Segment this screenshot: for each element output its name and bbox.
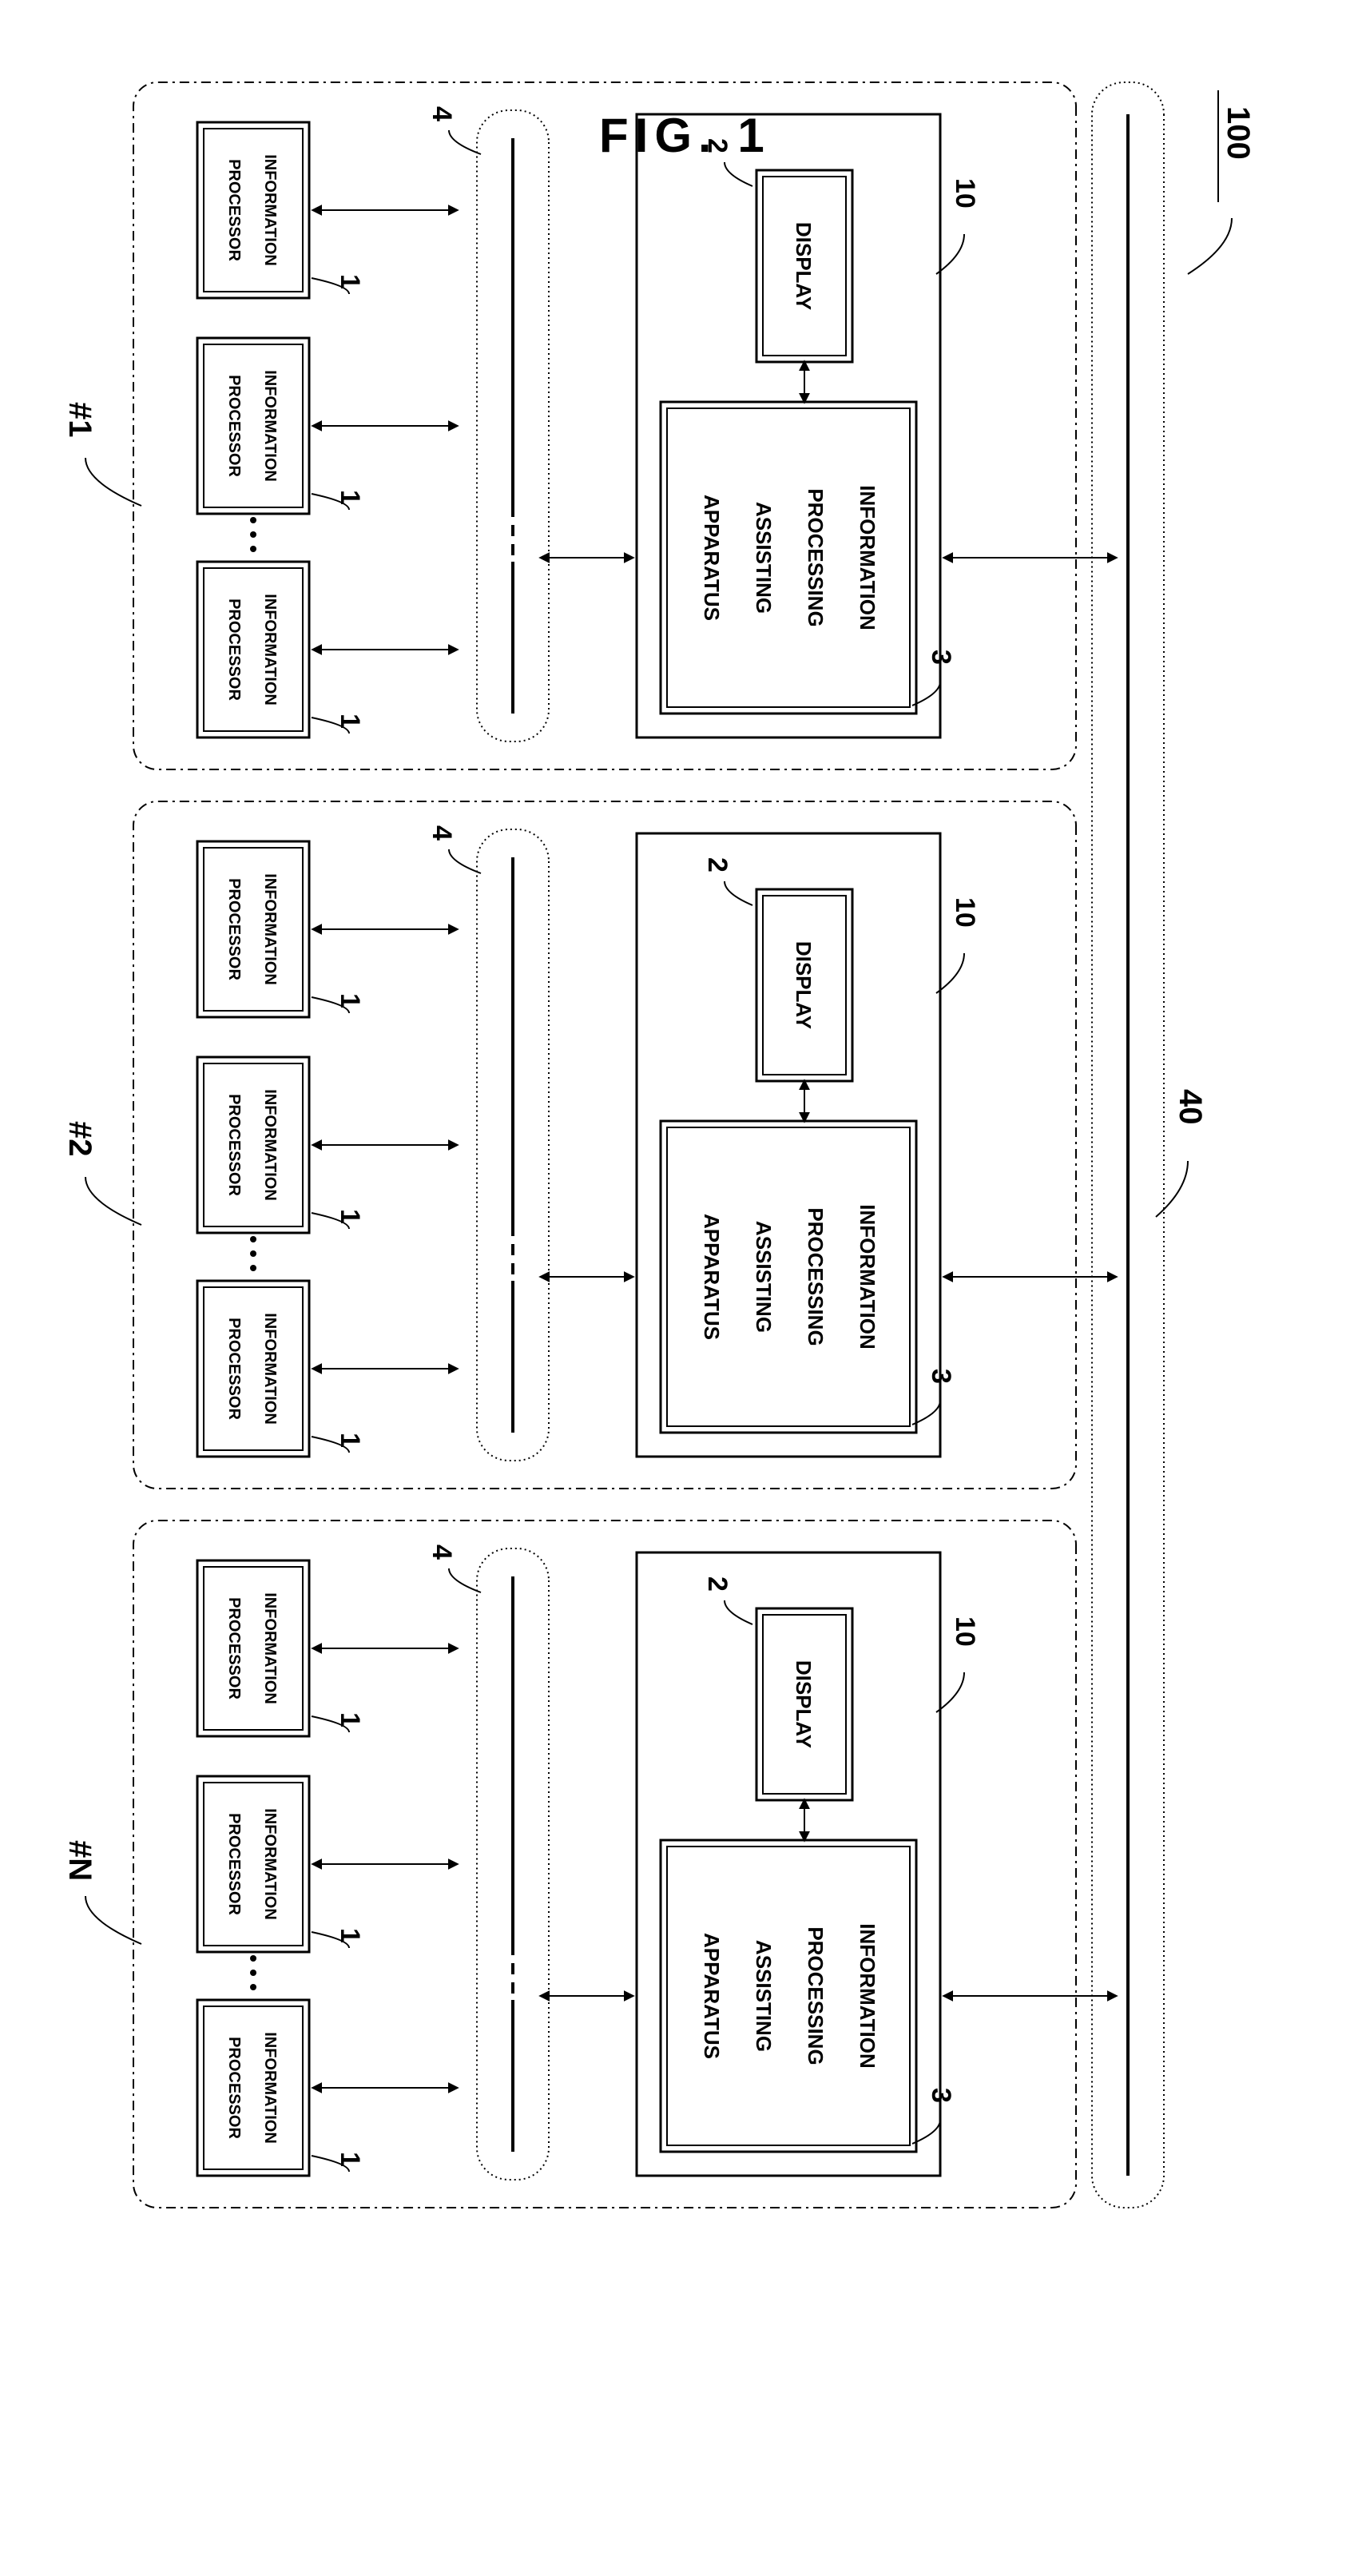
processor-label: PROCESSOR	[225, 1094, 243, 1196]
ipa-num: 3	[926, 2088, 956, 2103]
processor-label: PROCESSOR	[225, 2037, 243, 2139]
processor-label: PROCESSOR	[225, 878, 243, 980]
processor-label: PROCESSOR	[225, 598, 243, 701]
processor-num: 1	[335, 1433, 365, 1448]
figure-canvas: FIG. 1 100 40 #1 10 DISPLAY 2 INFORMATION PROCES…	[0, 0, 1354, 2576]
processor-num: 1	[335, 1209, 365, 1224]
subbus-num: 4	[427, 1544, 457, 1560]
module-id: #2	[62, 1121, 97, 1157]
module: #2 10 DISPLAY 2 INFORMATION PROCESSING ASSISTI…	[62, 801, 1116, 1489]
ipa-text: APPARATUS	[700, 1214, 724, 1340]
processor-num: 1	[335, 274, 365, 289]
module-num: 10	[950, 1616, 980, 1647]
ipa-text: ASSISTING	[752, 1940, 776, 2052]
processor-label: PROCESSOR	[225, 1318, 243, 1420]
display-label: DISPLAY	[792, 941, 816, 1029]
module-id: #1	[62, 402, 97, 438]
ipa-text: ASSISTING	[752, 1221, 776, 1333]
processor-num: 1	[335, 1928, 365, 1943]
ipa-text: PROCESSING	[804, 1926, 828, 2065]
ipa-text: ASSISTING	[752, 502, 776, 614]
processor-label: INFORMATION	[261, 370, 279, 482]
module-num: 10	[950, 897, 980, 928]
bus-label: 40	[1173, 1089, 1208, 1125]
processor-label: INFORMATION	[261, 154, 279, 266]
processor-label: PROCESSOR	[225, 159, 243, 261]
system-label: 100	[1221, 106, 1256, 160]
processor-label: INFORMATION	[261, 873, 279, 985]
module: #1 10 DISPLAY 2 INFORMATION PROCESSING ASSISTI…	[62, 82, 1116, 769]
display-label: DISPLAY	[792, 1660, 816, 1748]
subbus-num: 4	[427, 106, 457, 121]
processor-label: INFORMATION	[261, 1592, 279, 1704]
display-label: DISPLAY	[792, 222, 816, 310]
processor-label: PROCESSOR	[225, 1813, 243, 1915]
display-num: 2	[702, 857, 733, 873]
processor-label: INFORMATION	[261, 1089, 279, 1201]
ipa-text: INFORMATION	[856, 485, 880, 630]
display-num: 2	[702, 1576, 733, 1592]
ipa-num: 3	[926, 1369, 956, 1384]
processor-label: PROCESSOR	[225, 375, 243, 477]
ipa-text: INFORMATION	[856, 1923, 880, 2069]
ipa-text: APPARATUS	[700, 1933, 724, 2059]
display-num: 2	[702, 138, 733, 153]
subbus-num: 4	[427, 825, 457, 841]
processor-num: 1	[335, 714, 365, 729]
processor-label: INFORMATION	[261, 1313, 279, 1425]
module-id: #N	[62, 1840, 97, 1881]
ipa-text: PROCESSING	[804, 1207, 828, 1346]
processor-num: 1	[335, 2152, 365, 2167]
processor-label: PROCESSOR	[225, 1597, 243, 1699]
processor-label: INFORMATION	[261, 2032, 279, 2144]
processor-num: 1	[335, 993, 365, 1008]
ipa-num: 3	[926, 650, 956, 665]
module: #N 10 DISPLAY 2 INFORMATION PROCESSING ASSISTI…	[62, 1521, 1116, 2208]
ipa-text: APPARATUS	[700, 495, 724, 621]
ipa-text: PROCESSING	[804, 488, 828, 626]
module-num: 10	[950, 178, 980, 209]
processor-label: INFORMATION	[261, 594, 279, 706]
ipa-text: INFORMATION	[856, 1204, 880, 1350]
processor-label: INFORMATION	[261, 1808, 279, 1920]
processor-num: 1	[335, 1712, 365, 1727]
processor-num: 1	[335, 490, 365, 505]
figure-title: FIG. 1	[599, 109, 771, 162]
